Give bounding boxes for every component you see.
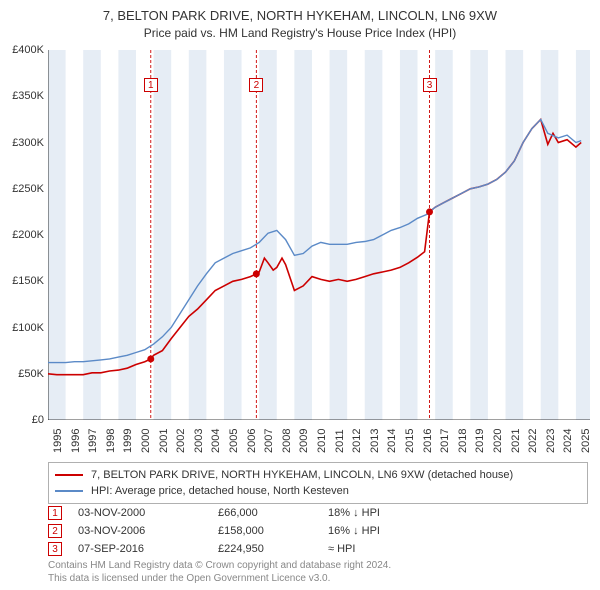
- y-tick-label: £150K: [0, 275, 44, 287]
- x-tick-label: 2007: [263, 429, 275, 453]
- x-tick-label: 2020: [492, 429, 504, 453]
- legend-swatch-property: [55, 474, 83, 476]
- legend-row-property: 7, BELTON PARK DRIVE, NORTH HYKEHAM, LIN…: [55, 467, 581, 483]
- x-tick-label: 2010: [316, 429, 328, 453]
- y-tick-label: £350K: [0, 90, 44, 102]
- x-tick-label: 2003: [193, 429, 205, 453]
- transaction-row: 1 03-NOV-2000 £66,000 18% ↓ HPI: [48, 504, 588, 522]
- transaction-marker-icon: 1: [48, 506, 62, 520]
- x-tick-label: 2006: [246, 429, 258, 453]
- chart-root: { "title": "7, BELTON PARK DRIVE, NORTH …: [0, 0, 600, 590]
- x-tick-label: 2025: [580, 429, 592, 453]
- x-tick-label: 2000: [140, 429, 152, 453]
- transaction-row: 2 03-NOV-2006 £158,000 16% ↓ HPI: [48, 522, 588, 540]
- x-tick-label: 2014: [386, 429, 398, 453]
- transaction-row: 3 07-SEP-2016 £224,950 ≈ HPI: [48, 540, 588, 558]
- x-tick-label: 2018: [457, 429, 469, 453]
- transaction-diff: ≈ HPI: [328, 543, 428, 555]
- x-tick-label: 2016: [422, 429, 434, 453]
- transaction-date: 03-NOV-2006: [78, 525, 218, 537]
- transaction-diff: 18% ↓ HPI: [328, 507, 428, 519]
- x-tick-label: 2005: [228, 429, 240, 453]
- x-tick-label: 2001: [158, 429, 170, 453]
- x-tick-label: 2012: [351, 429, 363, 453]
- x-tick-label: 2024: [562, 429, 574, 453]
- transaction-date: 07-SEP-2016: [78, 543, 218, 555]
- x-tick-label: 2022: [527, 429, 539, 453]
- legend: 7, BELTON PARK DRIVE, NORTH HYKEHAM, LIN…: [48, 462, 588, 504]
- legend-label-hpi: HPI: Average price, detached house, Nort…: [91, 485, 349, 497]
- x-tick-label: 2023: [545, 429, 557, 453]
- x-tick-label: 1996: [70, 429, 82, 453]
- y-tick-label: £50K: [0, 368, 44, 380]
- x-tick-label: 2009: [298, 429, 310, 453]
- y-tick-label: £0: [0, 414, 44, 426]
- chart-title: 7, BELTON PARK DRIVE, NORTH HYKEHAM, LIN…: [0, 8, 600, 23]
- y-tick-label: £300K: [0, 137, 44, 149]
- legend-row-hpi: HPI: Average price, detached house, Nort…: [55, 483, 581, 499]
- transaction-price: £158,000: [218, 525, 328, 537]
- x-tick-label: 1997: [87, 429, 99, 453]
- x-tick-label: 2015: [404, 429, 416, 453]
- x-tick-label: 2011: [334, 429, 346, 453]
- y-tick-label: £400K: [0, 44, 44, 56]
- x-tick-label: 2017: [439, 429, 451, 453]
- footer-line-1: Contains HM Land Registry data © Crown c…: [48, 560, 391, 573]
- x-tick-label: 2013: [369, 429, 381, 453]
- transaction-marker-icon: 3: [48, 542, 62, 556]
- x-tick-label: 1995: [52, 429, 64, 453]
- x-tick-label: 2021: [510, 429, 522, 453]
- chart-marker-label: 2: [249, 78, 263, 92]
- x-tick-label: 2019: [474, 429, 486, 453]
- x-tick-label: 2004: [210, 429, 222, 453]
- transaction-marker-icon: 2: [48, 524, 62, 538]
- x-tick-label: 1999: [122, 429, 134, 453]
- transaction-date: 03-NOV-2000: [78, 507, 218, 519]
- plot-area: [48, 50, 590, 420]
- footer-line-2: This data is licensed under the Open Gov…: [48, 573, 391, 586]
- y-tick-label: £250K: [0, 183, 44, 195]
- transaction-price: £66,000: [218, 507, 328, 519]
- transaction-price: £224,950: [218, 543, 328, 555]
- legend-swatch-hpi: [55, 490, 83, 492]
- chart-marker-label: 3: [423, 78, 437, 92]
- chart-marker-label: 1: [144, 78, 158, 92]
- x-tick-label: 2008: [281, 429, 293, 453]
- x-tick-label: 1998: [105, 429, 117, 453]
- legend-label-property: 7, BELTON PARK DRIVE, NORTH HYKEHAM, LIN…: [91, 469, 513, 481]
- chart-subtitle: Price paid vs. HM Land Registry's House …: [0, 26, 600, 40]
- footer: Contains HM Land Registry data © Crown c…: [48, 560, 391, 585]
- y-tick-label: £200K: [0, 229, 44, 241]
- transaction-diff: 16% ↓ HPI: [328, 525, 428, 537]
- plot-svg: [48, 50, 590, 420]
- transactions-table: 1 03-NOV-2000 £66,000 18% ↓ HPI 2 03-NOV…: [48, 504, 588, 558]
- y-tick-label: £100K: [0, 322, 44, 334]
- x-tick-label: 2002: [175, 429, 187, 453]
